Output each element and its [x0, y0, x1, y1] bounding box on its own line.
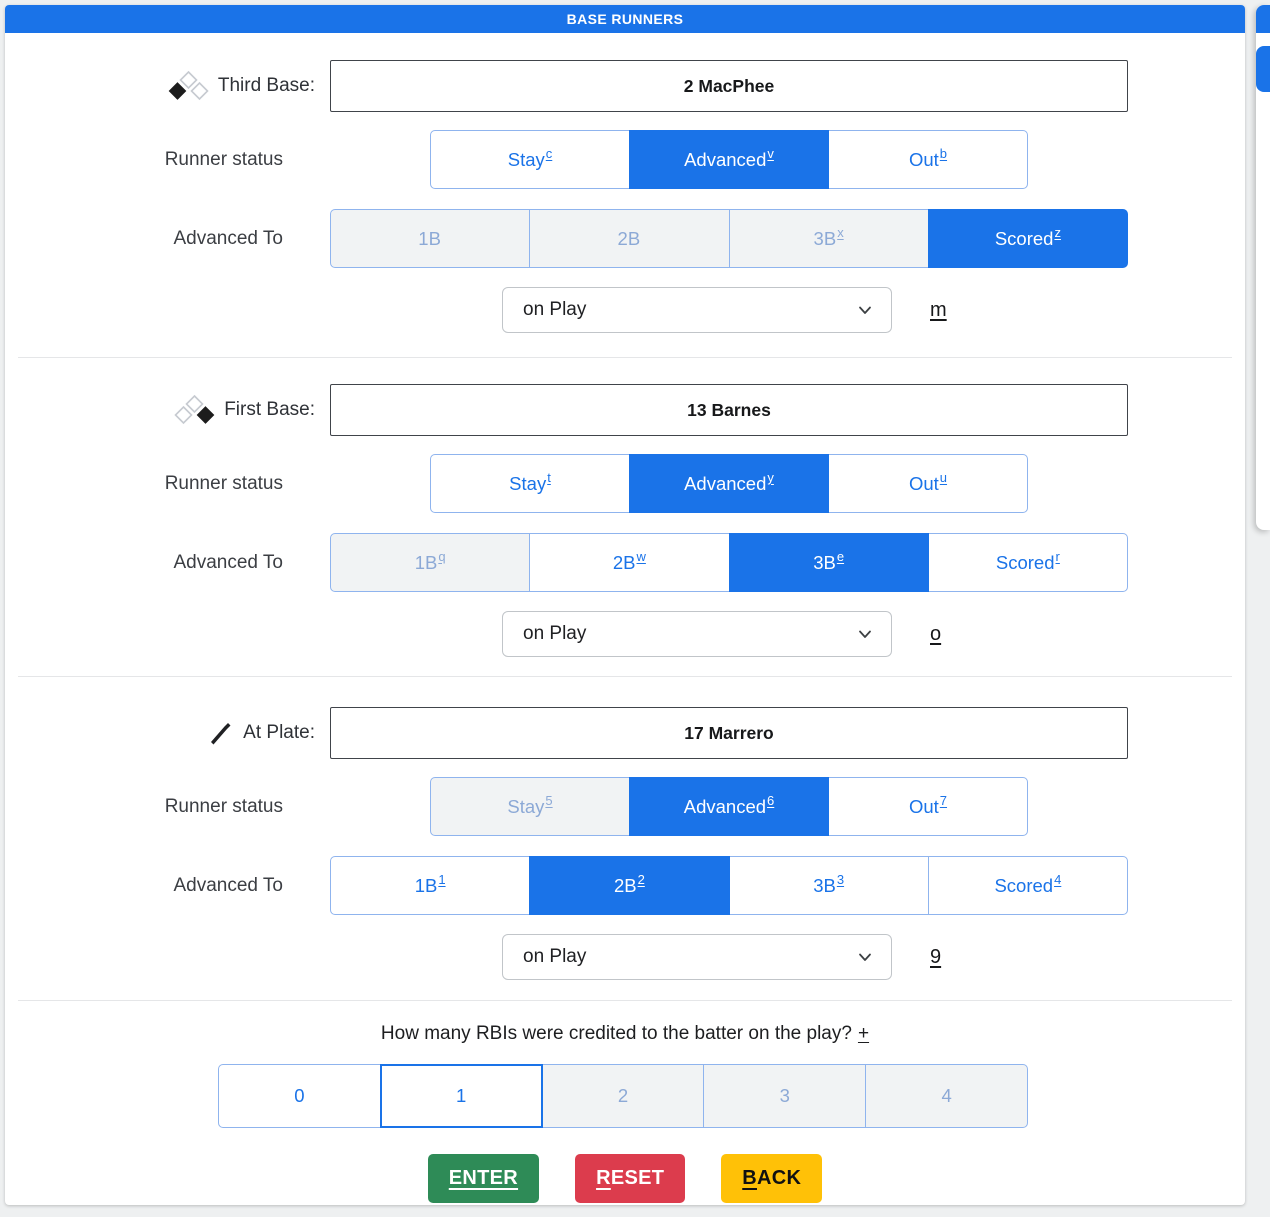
on-play-value: on Play	[523, 299, 587, 320]
on-play-select[interactable]: on Play	[502, 934, 892, 980]
runner-name: 2 MacPhee	[683, 75, 775, 96]
on-play-select[interactable]: on Play	[502, 611, 892, 657]
card-header: BASE RUNNERS	[5, 5, 1245, 33]
advanced-button[interactable]: Advanced 6	[629, 777, 829, 836]
bases-third-occupied-icon	[168, 70, 209, 103]
advanced-to-group: 1B 1 2B 2 3B 3 Scored 4	[330, 856, 1128, 915]
on-play-select[interactable]: on Play	[502, 287, 892, 333]
on-play-value: on Play	[523, 623, 587, 644]
advanced-to-label: Advanced To	[173, 874, 283, 896]
rbi-count-group: 0 1 2 3 4	[218, 1064, 1028, 1128]
bat-icon	[208, 720, 234, 746]
out-button[interactable]: Out 7	[828, 777, 1028, 836]
rbi-0-button[interactable]: 0	[218, 1064, 381, 1128]
runner-name-box[interactable]: 13 Barnes	[330, 384, 1128, 436]
footer-actions: ENTER R ESET B ACK	[5, 1154, 1245, 1203]
advanced-to-group: 1B 2B 3B x Scored z	[330, 209, 1128, 268]
stay-button[interactable]: Stay c	[430, 130, 630, 189]
chevron-down-icon	[859, 630, 871, 638]
base-label: Third Base:	[217, 75, 315, 96]
third-base-button[interactable]: 3B x	[728, 209, 929, 268]
rbi-2-button[interactable]: 2	[541, 1064, 705, 1128]
advanced-button[interactable]: Advanced y	[629, 454, 829, 513]
section-divider	[18, 1000, 1232, 1001]
bases-first-occupied-icon	[174, 394, 215, 427]
runner-name: 17 Marrero	[684, 722, 774, 743]
runner-status-label: Runner status	[164, 148, 283, 170]
second-base-button[interactable]: 2B 2	[529, 856, 730, 915]
section-at-plate: At Plate: 17 Marrero Runner status Stay 5…	[5, 707, 1245, 1001]
scored-button[interactable]: Scored 4	[927, 856, 1128, 915]
advanced-button[interactable]: Advanced v	[629, 130, 829, 189]
runner-status-label: Runner status	[164, 472, 283, 494]
rbi-4-button[interactable]: 4	[865, 1064, 1028, 1128]
shortcut-hint: 9	[930, 945, 942, 968]
side-panel	[1256, 5, 1270, 530]
runner-status-group: Stay t Advanced y Out u	[430, 454, 1028, 513]
chevron-down-icon	[859, 953, 871, 961]
first-base-button[interactable]: 1B q	[330, 533, 531, 592]
page-title: BASE RUNNERS	[566, 11, 684, 27]
out-button[interactable]: Out u	[828, 454, 1028, 513]
runner-name: 13 Barnes	[687, 399, 771, 420]
rbi-1-button[interactable]: 1	[379, 1064, 543, 1128]
runner-name-box[interactable]: 17 Marrero	[330, 707, 1128, 759]
shortcut-hint: m	[930, 298, 947, 321]
base-label: First Base:	[224, 399, 315, 420]
runner-status-group: Stay 5 Advanced 6 Out 7	[430, 777, 1028, 836]
base-runners-card: BASE RUNNERS Third Base: 2 MacPhee Runne…	[5, 5, 1245, 1205]
section-first-base: First Base: 13 Barnes Runner status Stay…	[5, 384, 1245, 677]
scored-button[interactable]: Scored z	[927, 209, 1128, 268]
first-base-button[interactable]: 1B 1	[330, 856, 531, 915]
out-button[interactable]: Out b	[828, 130, 1028, 189]
second-base-button[interactable]: 2B	[529, 209, 730, 268]
section-divider	[18, 357, 1232, 358]
runner-status-label: Runner status	[164, 795, 283, 817]
runner-status-group: Stay c Advanced v Out b	[430, 130, 1028, 189]
chevron-down-icon	[859, 306, 871, 314]
rbi-question: How many RBIs were credited to the batte…	[380, 1023, 870, 1044]
advanced-to-label: Advanced To	[173, 227, 283, 249]
side-panel-button[interactable]	[1256, 46, 1270, 92]
scored-button[interactable]: Scored r	[927, 533, 1128, 592]
reset-button[interactable]: R ESET	[575, 1154, 686, 1203]
first-base-button[interactable]: 1B	[330, 209, 531, 268]
third-base-button[interactable]: 3B e	[728, 533, 929, 592]
rbi-3-button[interactable]: 3	[703, 1064, 867, 1128]
runner-name-box[interactable]: 2 MacPhee	[330, 60, 1128, 112]
section-third-base: Third Base: 2 MacPhee Runner status Stay…	[5, 60, 1245, 358]
shortcut-hint: o	[930, 622, 942, 645]
enter-button[interactable]: ENTER	[427, 1154, 540, 1203]
third-base-button[interactable]: 3B 3	[728, 856, 929, 915]
stay-button[interactable]: Stay 5	[430, 777, 630, 836]
section-divider	[18, 676, 1232, 677]
advanced-to-group: 1B q 2B w 3B e Scored r	[330, 533, 1128, 592]
base-label: At Plate:	[243, 722, 315, 743]
back-button[interactable]: B ACK	[721, 1154, 823, 1203]
stay-button[interactable]: Stay t	[430, 454, 630, 513]
first-base-label-group: First Base:	[5, 394, 330, 427]
on-play-value: on Play	[523, 946, 587, 967]
third-base-label-group: Third Base:	[5, 70, 330, 103]
side-panel-header	[1256, 5, 1270, 33]
second-base-button[interactable]: 2B w	[529, 533, 730, 592]
at-plate-label-group: At Plate:	[5, 720, 330, 746]
advanced-to-label: Advanced To	[173, 551, 283, 573]
rbi-shortcut-hint: +	[857, 1023, 870, 1044]
